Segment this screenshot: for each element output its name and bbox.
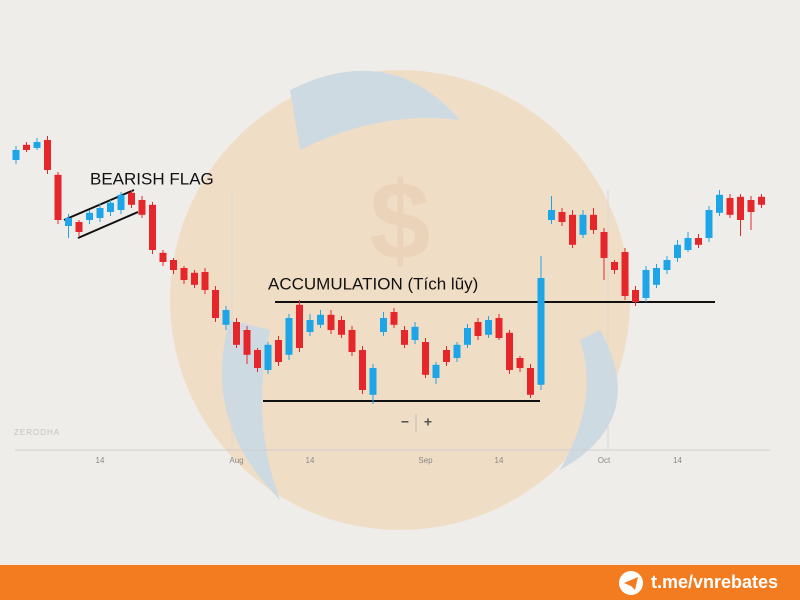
candle-body xyxy=(653,268,660,285)
candle-body xyxy=(632,290,639,302)
candle-body xyxy=(600,232,608,258)
candle-body xyxy=(716,194,723,213)
x-tick-label: Aug xyxy=(229,456,243,465)
candle-body xyxy=(348,330,356,352)
watermark: ZERODHA xyxy=(14,428,60,437)
candle-body xyxy=(212,290,219,318)
candle-body xyxy=(621,252,629,296)
candle-body xyxy=(390,312,398,325)
candle-body xyxy=(149,204,156,250)
candle-body xyxy=(180,268,188,280)
candle-body xyxy=(296,304,303,348)
candle-body xyxy=(222,310,230,325)
flag-line xyxy=(77,211,139,239)
candle-body xyxy=(684,238,692,250)
candle-body xyxy=(527,368,534,395)
candle-body xyxy=(201,272,209,290)
candle-body xyxy=(264,344,272,370)
candle-body xyxy=(306,320,314,332)
x-tick-label: 14 xyxy=(673,456,682,465)
candle-body xyxy=(75,222,83,232)
x-tick-label: Sep xyxy=(418,456,433,465)
candle-body xyxy=(317,314,324,325)
candle-body xyxy=(474,322,482,336)
candle-body xyxy=(380,318,387,332)
background-logo: $ xyxy=(170,70,630,530)
footer-link[interactable]: t.me/vnrebates xyxy=(651,572,778,592)
candle-body xyxy=(516,358,524,368)
candle-body xyxy=(726,198,734,215)
candle-body xyxy=(44,140,51,170)
candle-body xyxy=(65,218,72,226)
candle-body xyxy=(23,144,30,150)
candle-body xyxy=(432,364,440,378)
candle-body xyxy=(275,340,282,362)
candle-body xyxy=(464,328,471,345)
candle-body xyxy=(191,272,198,285)
telegram-plane xyxy=(624,577,638,590)
candle-body xyxy=(159,252,167,262)
svg-text:$: $ xyxy=(369,160,430,283)
zoom-out[interactable]: − xyxy=(401,414,409,430)
candle-body xyxy=(758,196,765,205)
candle-body xyxy=(107,202,114,212)
candle-body xyxy=(443,350,450,362)
candle-body xyxy=(747,200,755,212)
candle-body xyxy=(495,318,503,338)
x-tick-label: Oct xyxy=(598,456,611,465)
x-tick-label: 14 xyxy=(306,456,315,465)
candle-body xyxy=(422,342,429,375)
x-tick-label: 14 xyxy=(96,456,105,465)
candle-body xyxy=(33,142,41,148)
candle-body xyxy=(96,208,104,218)
candle-body xyxy=(170,260,177,270)
candle-body xyxy=(642,270,650,298)
candle-body xyxy=(485,320,492,335)
x-tick-label: 14 xyxy=(495,456,504,465)
candle-body xyxy=(674,244,681,258)
candle-body xyxy=(558,212,566,222)
footer-bar xyxy=(0,565,800,600)
candle-body xyxy=(590,214,597,230)
candle-body xyxy=(285,318,293,355)
candle-body xyxy=(359,350,366,390)
candle-body xyxy=(737,196,744,220)
candle-body xyxy=(705,210,713,238)
candle-body xyxy=(338,320,345,335)
candle-body xyxy=(12,150,20,160)
candle-body xyxy=(233,322,240,345)
candle-body xyxy=(117,194,125,210)
candle-body xyxy=(128,192,135,205)
candle-body xyxy=(569,214,576,245)
candle-body xyxy=(86,212,93,220)
candle-body xyxy=(548,210,555,220)
annotation: BEARISH FLAG xyxy=(90,169,214,188)
candle-body xyxy=(579,214,587,235)
candle-body xyxy=(54,174,62,220)
candle-body xyxy=(243,330,251,355)
candle-body xyxy=(611,262,618,270)
candle-body xyxy=(695,238,702,245)
zoom-in[interactable]: + xyxy=(424,414,432,430)
candle-body xyxy=(401,330,408,345)
candle-body xyxy=(453,344,461,358)
candle-body xyxy=(327,314,335,330)
candle-body xyxy=(369,368,377,395)
candle-body xyxy=(506,332,513,370)
candle-body xyxy=(411,326,419,340)
annotation: ACCUMULATION (Tích lũy) xyxy=(268,274,478,293)
candle-body xyxy=(537,278,545,385)
candle-body xyxy=(138,200,146,215)
candle-body xyxy=(254,350,261,368)
candle-body xyxy=(663,260,671,270)
